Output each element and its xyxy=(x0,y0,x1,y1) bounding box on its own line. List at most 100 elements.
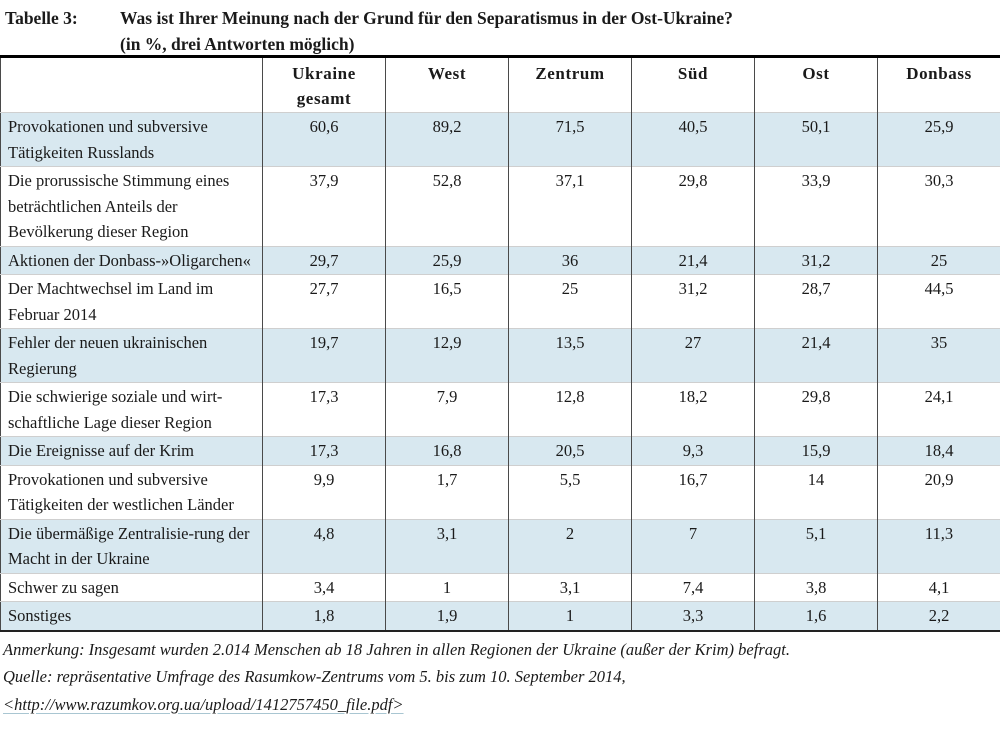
cell-value: 60,6 xyxy=(262,112,386,167)
cell-value: 29,8 xyxy=(631,166,755,246)
cell-value: 25,9 xyxy=(877,112,1000,167)
cell-value: 13,5 xyxy=(508,328,632,383)
table-row: Die übermäßige Zentralisie-rung der Mach… xyxy=(0,518,1000,573)
cell-value: 37,1 xyxy=(508,166,632,246)
cell-value: 25 xyxy=(508,274,632,329)
cell-value: 17,3 xyxy=(262,436,386,465)
cell-value: 7 xyxy=(631,518,755,573)
cell-value: 37,9 xyxy=(262,166,386,246)
cell-value: 30,3 xyxy=(877,166,1000,246)
cell-value: 4,8 xyxy=(262,518,386,573)
cell-value: 25 xyxy=(877,245,1000,275)
cell-value: 12,9 xyxy=(385,328,509,383)
cell-value: 19,7 xyxy=(262,328,386,383)
cell-value: 21,4 xyxy=(631,245,755,275)
column-header-donbass: Donbass xyxy=(877,56,1000,113)
row-label: Provokationen und subversive Tätigkeiten… xyxy=(0,112,263,167)
table-row: Fehler der neuen ukrainischen Regierung … xyxy=(0,328,1000,383)
cell-value: 28,7 xyxy=(754,274,878,329)
cell-value: 24,1 xyxy=(877,382,1000,437)
cell-value: 52,8 xyxy=(385,166,509,246)
cell-value: 14 xyxy=(754,464,878,519)
cell-value: 21,4 xyxy=(754,328,878,383)
cell-value: 17,3 xyxy=(262,382,386,437)
note-anmerkung: Anmerkung: Insgesamt wurden 2.014 Mensch… xyxy=(3,639,790,659)
row-label: Die schwierige soziale und wirt-schaftli… xyxy=(0,382,263,437)
survey-results-table: Ukraine gesamt West Zentrum Süd Ost Donb… xyxy=(0,55,1000,632)
cell-value: 25,9 xyxy=(385,245,509,275)
row-label: Provokationen und subversive Tätigkeiten… xyxy=(0,464,263,519)
cell-value: 1,8 xyxy=(262,601,386,631)
cell-value: 20,9 xyxy=(877,464,1000,519)
table-row: Aktionen der Donbass-»Oligarchen« 29,7 2… xyxy=(0,245,1000,275)
cell-value: 9,9 xyxy=(262,464,386,519)
table-row: Der Machtwechsel im Land im Februar 2014… xyxy=(0,274,1000,329)
table-header: Ukraine gesamt West Zentrum Süd Ost Donb… xyxy=(0,56,1000,113)
cell-value: 3,1 xyxy=(385,518,509,573)
cell-value: 16,5 xyxy=(385,274,509,329)
row-label: Fehler der neuen ukrainischen Regierung xyxy=(0,328,263,383)
cell-value: 1 xyxy=(385,572,509,602)
cell-value: 1 xyxy=(508,601,632,631)
table-title: Was ist Ihrer Meinung nach der Grund für… xyxy=(120,5,733,57)
cell-value: 31,2 xyxy=(631,274,755,329)
cell-value: 33,9 xyxy=(754,166,878,246)
cell-value: 3,8 xyxy=(754,572,878,602)
table-row: Die schwierige soziale und wirt-schaftli… xyxy=(0,382,1000,437)
row-label: Der Machtwechsel im Land im Februar 2014 xyxy=(0,274,263,329)
row-label: Die Ereignisse auf der Krim xyxy=(0,436,263,465)
cell-value: 7,4 xyxy=(631,572,755,602)
cell-value: 18,2 xyxy=(631,382,755,437)
corner-cell xyxy=(0,56,263,113)
table-body: Provokationen und subversive Tätigkeiten… xyxy=(0,112,1000,631)
column-header-zentrum: Zentrum xyxy=(508,56,632,113)
row-label: Schwer zu sagen xyxy=(0,572,263,602)
table-row: Provokationen und subversive Tätigkeiten… xyxy=(0,112,1000,167)
row-label: Die übermäßige Zentralisie-rung der Mach… xyxy=(0,518,263,573)
column-header-ost: Ost xyxy=(754,56,878,113)
cell-value: 3,3 xyxy=(631,601,755,631)
cell-value: 18,4 xyxy=(877,436,1000,465)
cell-value: 27 xyxy=(631,328,755,383)
cell-value: 5,5 xyxy=(508,464,632,519)
cell-value: 2 xyxy=(508,518,632,573)
table-row: Die Ereignisse auf der Krim 17,3 16,8 20… xyxy=(0,436,1000,465)
cell-value: 1,9 xyxy=(385,601,509,631)
source-url-link[interactable]: <http://www.razumkov.org.ua/upload/14127… xyxy=(3,694,404,714)
cell-value: 9,3 xyxy=(631,436,755,465)
note-quelle: Quelle: repräsentative Umfrage des Rasum… xyxy=(3,663,998,718)
column-header-west: West xyxy=(385,56,509,113)
table-row: Provokationen und subversive Tätigkeiten… xyxy=(0,464,1000,519)
column-header-sued: Süd xyxy=(631,56,755,113)
cell-value: 44,5 xyxy=(877,274,1000,329)
cell-value: 50,1 xyxy=(754,112,878,167)
table-row: Schwer zu sagen 3,4 1 3,1 7,4 3,8 4,1 xyxy=(0,572,1000,602)
cell-value: 3,1 xyxy=(508,572,632,602)
cell-value: 16,7 xyxy=(631,464,755,519)
table-row: Die prorussische Stimmung eines beträcht… xyxy=(0,166,1000,246)
cell-value: 7,9 xyxy=(385,382,509,437)
cell-value: 36 xyxy=(508,245,632,275)
cell-value: 16,8 xyxy=(385,436,509,465)
header-row: Ukraine gesamt West Zentrum Süd Ost Donb… xyxy=(0,56,1000,113)
cell-value: 31,2 xyxy=(754,245,878,275)
cell-value: 11,3 xyxy=(877,518,1000,573)
note-quelle-text: Quelle: repräsentative Umfrage des Rasum… xyxy=(3,667,626,686)
table-caption: Tabelle 3: Was ist Ihrer Meinung nach de… xyxy=(0,0,1000,55)
row-label: Sonstiges xyxy=(0,601,263,631)
column-header-ukraine-gesamt: Ukraine gesamt xyxy=(262,56,386,113)
row-label: Aktionen der Donbass-»Oligarchen« xyxy=(0,245,263,275)
cell-value: 89,2 xyxy=(385,112,509,167)
cell-value: 29,8 xyxy=(754,382,878,437)
cell-value: 35 xyxy=(877,328,1000,383)
cell-value: 4,1 xyxy=(877,572,1000,602)
table-title-line1: Was ist Ihrer Meinung nach der Grund für… xyxy=(120,8,733,28)
cell-value: 2,2 xyxy=(877,601,1000,631)
table-row: Sonstiges 1,8 1,9 1 3,3 1,6 2,2 xyxy=(0,601,1000,631)
cell-value: 29,7 xyxy=(262,245,386,275)
table-notes: Anmerkung: Insgesamt wurden 2.014 Mensch… xyxy=(0,632,1000,719)
cell-value: 12,8 xyxy=(508,382,632,437)
cell-value: 71,5 xyxy=(508,112,632,167)
table-title-line2: (in %, drei Antworten möglich) xyxy=(120,34,355,54)
cell-value: 40,5 xyxy=(631,112,755,167)
